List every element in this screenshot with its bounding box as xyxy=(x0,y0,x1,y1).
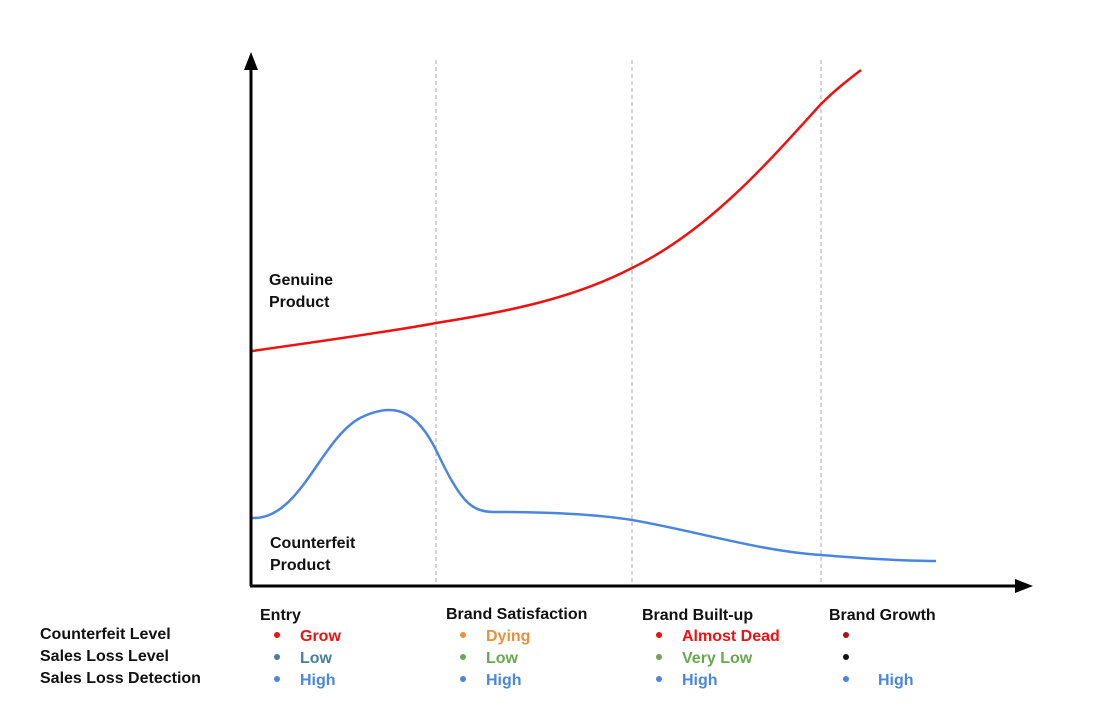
bullet-icon xyxy=(460,675,466,682)
bullet-icon xyxy=(274,675,280,682)
phase-item: Grow xyxy=(274,628,341,646)
phase-item: High xyxy=(656,672,718,690)
phase-title-entry: Entry xyxy=(260,607,301,624)
row-label-sales-loss-level: Sales Loss Level xyxy=(40,648,169,665)
phase-item-text: High xyxy=(878,672,914,689)
row-label-counterfeit-level: Counterfeit Level xyxy=(40,626,171,643)
phase-item-text: High xyxy=(300,672,336,689)
phase-item: High xyxy=(460,672,522,690)
phase-item: High xyxy=(274,672,336,690)
genuine-product-label: Genuine Product xyxy=(269,270,333,314)
bullet-icon xyxy=(843,631,849,638)
phase-item-text: Almost Dead xyxy=(682,628,780,645)
phase-title-brand-growth: Brand Growth xyxy=(829,607,936,624)
counterfeit-label-line1: Counterfeit xyxy=(270,535,356,552)
x-axis-arrowhead xyxy=(1015,579,1033,593)
counterfeit-product-label: Counterfeit Product xyxy=(270,533,355,577)
phase-item: High xyxy=(843,672,914,690)
phase-item: Almost Dead xyxy=(656,628,780,646)
bullet-icon xyxy=(274,653,280,660)
bullet-icon xyxy=(460,631,466,638)
bullet-icon xyxy=(656,653,662,660)
genuine-label-line1: Genuine xyxy=(269,272,334,289)
phase-item: Low xyxy=(460,650,518,668)
phase-item-text: Very Low xyxy=(682,650,753,667)
phase-item-text: Grow xyxy=(300,628,341,645)
phase-item-text: Dying xyxy=(486,628,531,645)
phase-item: Dying xyxy=(460,628,530,646)
phase-title-brand-built-up: Brand Built-up xyxy=(642,607,754,624)
phase-item: Very Low xyxy=(656,650,752,668)
phase-item-text: High xyxy=(486,672,522,689)
row-label-sales-loss-detection: Sales Loss Detection xyxy=(40,670,201,687)
bullet-icon xyxy=(656,675,662,682)
genuine-product-curve xyxy=(251,69,862,353)
bullet-icon xyxy=(460,653,466,660)
bullet-icon xyxy=(843,675,849,682)
phase-item-text: Low xyxy=(300,650,332,667)
phase-item-text: Low xyxy=(486,650,518,667)
bullet-icon xyxy=(843,653,849,660)
y-axis-arrowhead xyxy=(244,52,258,70)
genuine-label-line2: Product xyxy=(269,294,330,311)
counterfeit-label-line2: Product xyxy=(270,557,331,574)
phase-item xyxy=(843,650,869,668)
bullet-icon xyxy=(656,631,662,638)
phase-item xyxy=(843,628,869,646)
bullet-icon xyxy=(274,631,280,638)
counterfeit-product-curve xyxy=(251,408,937,563)
phase-title-brand-satisfaction: Brand Satisfaction xyxy=(446,606,588,623)
phase-item: Low xyxy=(274,650,332,668)
phase-item-text: High xyxy=(682,672,718,689)
